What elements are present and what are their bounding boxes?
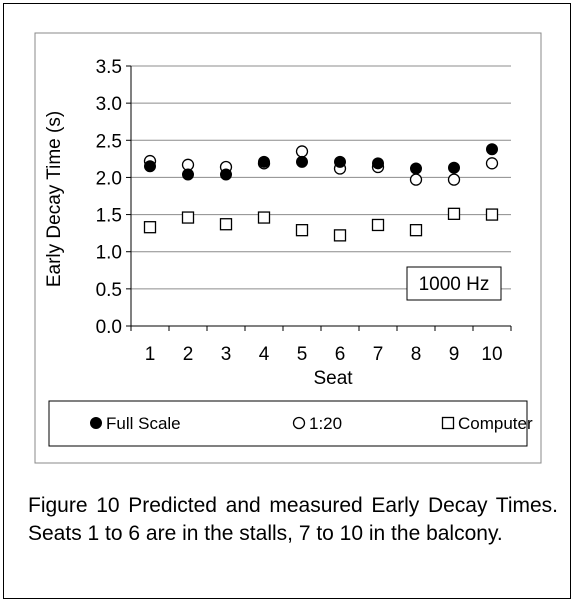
y-tick-label: 3.0 [96, 94, 122, 115]
y-tick-label: 3.5 [96, 57, 122, 78]
annotation-label: 1000 Hz [419, 274, 490, 295]
data-point-filled-circle [144, 160, 156, 173]
chart-border [34, 32, 542, 464]
data-point-open-square [295, 224, 309, 237]
data-point-open-circle [447, 173, 461, 186]
data-point-open-square [257, 211, 271, 224]
x-tick-label: 5 [297, 344, 308, 365]
legend-marker-open-square [441, 416, 455, 430]
legend-item: Computer [441, 414, 533, 433]
data-point-open-square [371, 218, 385, 232]
y-axis-label: Early Decay Time (s) [44, 111, 65, 287]
x-tick-labels: 1 2 3 4 5 6 7 8 9 10 [145, 344, 503, 365]
data-point-open-circle [295, 145, 309, 158]
data-point-filled-circle [410, 162, 422, 175]
data-point-open-square [485, 208, 499, 221]
legend: Full Scale 1:20 Computer [48, 400, 533, 447]
x-tick-label: 10 [481, 344, 502, 365]
y-tick-label: 1.5 [96, 206, 122, 227]
data-point-open-square [447, 207, 461, 220]
y-tick-label: 0.0 [96, 317, 122, 338]
legend-item: 1:20 [292, 414, 342, 433]
figure-caption: Figure 10 Predicted and measured Early D… [28, 494, 558, 545]
x-tick-label: 6 [335, 344, 346, 365]
early-decay-time-chart: 0.0 0.5 1.0 1.5 2.0 2.5 3.0 3.5 1 2 3 4 5 6 7 8 9 10 Ear… [34, 32, 542, 464]
data-points [143, 143, 499, 242]
data-point-filled-circle [296, 155, 308, 168]
y-tick-label: 0.5 [96, 280, 122, 301]
legend-marker-filled-circle [90, 417, 102, 429]
data-point-open-square [409, 224, 423, 237]
x-tick-label: 8 [411, 344, 422, 365]
y-tick-label: 2.5 [96, 131, 122, 152]
data-point-filled-circle [220, 168, 232, 181]
x-tick-label: 3 [221, 344, 232, 365]
x-tick-label: 4 [259, 344, 270, 365]
data-point-open-circle [409, 173, 423, 186]
legend-label: Computer [458, 414, 533, 433]
y-tick-label: 1.0 [96, 243, 122, 264]
data-point-open-square [143, 221, 157, 234]
axes [126, 65, 512, 331]
legend-label: 1:20 [309, 414, 342, 433]
annotation-box [406, 266, 502, 301]
data-point-open-circle [485, 157, 499, 170]
x-tick-label: 1 [145, 344, 156, 365]
legend-marker-open-circle [292, 416, 306, 430]
data-point-filled-circle [486, 143, 498, 156]
x-tick-label: 9 [449, 344, 460, 365]
data-point-filled-circle [448, 161, 460, 174]
data-point-filled-circle [258, 155, 270, 168]
legend-label: Full Scale [106, 414, 181, 433]
y-tick-label: 2.0 [96, 168, 122, 189]
data-point-filled-circle [372, 157, 384, 170]
x-tick-label: 2 [183, 344, 194, 365]
data-point-filled-circle [182, 168, 194, 181]
y-tick-labels: 0.0 0.5 1.0 1.5 2.0 2.5 3.0 3.5 [96, 57, 122, 338]
legend-item: Full Scale [90, 414, 181, 433]
data-point-open-square [333, 229, 347, 242]
data-point-open-square [181, 211, 195, 224]
x-tick-label: 7 [373, 344, 384, 365]
figure-frame: 0.0 0.5 1.0 1.5 2.0 2.5 3.0 3.5 1 2 3 4 5 6 7 8 9 10 Ear… [3, 3, 571, 599]
data-point-open-square [219, 218, 233, 231]
x-axis-label: Seat [313, 368, 353, 389]
data-point-filled-circle [334, 155, 346, 168]
